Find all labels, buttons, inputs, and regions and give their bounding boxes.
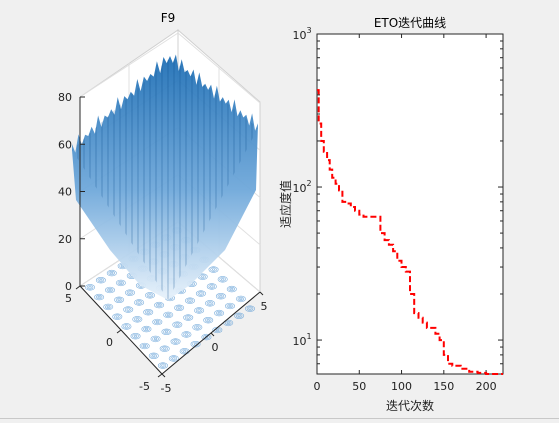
conv-x-tick-label: 100 xyxy=(391,380,412,393)
conv-x-tick-label: 150 xyxy=(433,380,454,393)
x-tick-label: 5 xyxy=(261,300,268,313)
convergence-ticks: 0 50 100 150 200 101 102 103 xyxy=(292,26,503,393)
z-tick-label: 0 xyxy=(65,280,72,293)
y-tick-mark xyxy=(75,285,81,290)
z-axis-ticks: 0 20 40 60 80 xyxy=(58,91,85,293)
surface-title: F9 xyxy=(161,11,176,25)
convergence-title: ETO迭代曲线 xyxy=(374,16,446,30)
convergence-plot-panel: 0 50 100 150 200 101 102 103 ETO迭代曲线 迭代次数 适应度值 xyxy=(278,16,504,413)
convergence-ylabel: 适应度值 xyxy=(278,180,293,228)
conv-x-tick-label: 200 xyxy=(476,380,497,393)
y-axis-ticks: -5 0 5 xyxy=(65,285,163,393)
conv-x-tick-label: 50 xyxy=(352,380,366,393)
x-tick-label: -5 xyxy=(161,382,172,395)
x-tick-mark xyxy=(259,291,264,296)
z-tick-label: 40 xyxy=(58,186,72,199)
conv-y-tick-label: 102 xyxy=(292,179,311,195)
y-tick-label: -5 xyxy=(139,380,150,393)
y-tick-mark xyxy=(157,373,163,378)
conv-y-tick-label: 101 xyxy=(292,332,311,348)
conv-x-tick-label: 0 xyxy=(314,380,321,393)
x-tick-label: 0 xyxy=(212,341,219,354)
surface-shape xyxy=(72,54,258,300)
convergence-xlabel: 迭代次数 xyxy=(386,398,434,413)
conv-y-tick-label: 103 xyxy=(292,26,311,42)
y-tick-mark xyxy=(116,329,122,334)
z-tick-label: 80 xyxy=(58,91,72,104)
convergence-series-line xyxy=(317,89,503,375)
x-tick-mark xyxy=(210,332,215,337)
y-tick-label: 0 xyxy=(106,336,113,349)
window-bottom-border xyxy=(0,418,559,419)
convergence-axes-box xyxy=(316,33,504,375)
x-axis-ticks: -5 0 5 xyxy=(161,291,268,395)
x-tick-mark xyxy=(161,373,166,378)
z-tick-label: 20 xyxy=(58,233,72,246)
y-tick-label: 5 xyxy=(65,292,72,305)
z-tick-label: 60 xyxy=(58,138,72,151)
